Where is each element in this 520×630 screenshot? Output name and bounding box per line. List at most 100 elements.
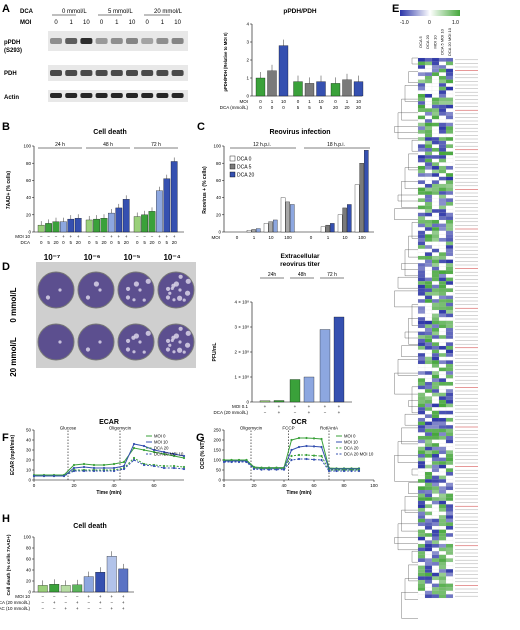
heatmap-cell bbox=[445, 583, 454, 588]
chart-g-y-tick-label: 250 bbox=[213, 428, 221, 433]
heatmap-cell bbox=[424, 248, 433, 253]
panel-e-heatmap: -1.0 0 1.0 DCA 5 DCA 20 MOI 10 DCA 5 MOI 10… bbox=[394, 10, 478, 619]
heatmap-cell bbox=[445, 435, 454, 440]
chart-b-bar bbox=[93, 218, 100, 233]
chart-f-point bbox=[82, 469, 86, 473]
chart-h-moi-sign: + bbox=[99, 594, 102, 599]
chart-g-point bbox=[297, 457, 301, 461]
chart-b-moi-sign: − bbox=[47, 234, 50, 239]
heatmap-cell bbox=[424, 309, 433, 314]
chart-f-annotation: Oligomycin bbox=[109, 426, 132, 431]
plate-well bbox=[157, 271, 195, 309]
heatmap-cell bbox=[438, 194, 447, 199]
heatmap-cell bbox=[445, 353, 454, 357]
heatmap-cell bbox=[445, 119, 454, 123]
heatmap-cell bbox=[431, 536, 440, 541]
heatmap-cell bbox=[417, 252, 426, 257]
heatmap-cell bbox=[417, 241, 426, 246]
heatmap-cell bbox=[431, 486, 440, 491]
chart-h-y-tick-label: 80 bbox=[26, 546, 32, 551]
heatmap-cell bbox=[424, 90, 433, 95]
chart-b-moi-sign: + bbox=[165, 234, 168, 239]
chart-h-row-label: NAC (10 mmol/L) bbox=[0, 606, 30, 611]
heatmap-cell bbox=[417, 396, 426, 401]
chart-c-legend-label: DCA 20 bbox=[237, 173, 254, 179]
chart-g-point bbox=[312, 445, 316, 448]
heatmap-cell bbox=[445, 165, 454, 170]
heatmap-cell bbox=[417, 443, 426, 447]
heatmap-cell bbox=[445, 443, 454, 447]
chart-b-dca-val: 5 bbox=[143, 240, 146, 245]
dca-group-label: 0 mmol/L bbox=[62, 9, 87, 15]
heatmap-cell bbox=[438, 212, 447, 217]
plaque-spot bbox=[172, 298, 176, 302]
heatmap-cell bbox=[431, 158, 440, 163]
heatmap-cell bbox=[417, 425, 426, 429]
heatmap-cell bbox=[424, 140, 433, 145]
band-actin bbox=[126, 93, 138, 98]
heatmap-cell bbox=[445, 198, 454, 203]
plaque-spot bbox=[125, 347, 131, 352]
heatmap-dendrogram bbox=[394, 57, 418, 619]
chart-f-y-tick-label: 30 bbox=[26, 448, 32, 453]
heatmap-cell bbox=[424, 583, 433, 588]
heatmap-cell bbox=[445, 313, 454, 318]
heatmap-cell bbox=[424, 169, 433, 174]
heatmap-cell bbox=[445, 273, 454, 278]
chart-b-dca-val: 20 bbox=[53, 240, 59, 245]
chart-g-point bbox=[320, 445, 323, 449]
heatmap-cell bbox=[431, 439, 440, 444]
chart-c2-dca-sign: + bbox=[278, 410, 281, 415]
heatmap-cell bbox=[438, 403, 447, 408]
heatmap-cell bbox=[424, 389, 433, 393]
panel-label-f: F bbox=[2, 432, 9, 444]
heatmap-cell bbox=[424, 86, 433, 91]
heatmap-cell bbox=[431, 464, 440, 469]
heatmap-cell bbox=[445, 201, 454, 206]
heatmap-cell bbox=[424, 317, 433, 321]
chart-c2-moi-sign: + bbox=[294, 404, 297, 409]
heatmap-cell bbox=[445, 425, 454, 429]
heatmap-cell bbox=[431, 187, 440, 192]
heatmap-cell bbox=[445, 342, 454, 347]
heatmap-cell bbox=[431, 194, 440, 199]
dendrogram-branch bbox=[408, 235, 418, 258]
dendrogram-branch bbox=[404, 167, 418, 189]
chart-a-y-tick-label: 1 bbox=[246, 76, 249, 81]
heatmap-cell bbox=[438, 234, 447, 239]
heatmap-cell bbox=[431, 425, 440, 429]
chart-f-point bbox=[162, 466, 166, 470]
heatmap-cell bbox=[438, 104, 447, 109]
heatmap-cell bbox=[431, 281, 440, 285]
heatmap-cell bbox=[438, 115, 447, 120]
heatmap-cell bbox=[431, 129, 440, 134]
heatmap-cell bbox=[438, 111, 447, 116]
heatmap-cell bbox=[424, 432, 433, 437]
dendrogram-branch bbox=[408, 482, 418, 494]
chart-b-y-tick-label: 80 bbox=[26, 161, 32, 166]
heatmap-cell bbox=[445, 590, 454, 595]
chart-c2-dca-sign: − bbox=[324, 410, 327, 415]
chart-f-point bbox=[162, 464, 166, 468]
chart-b-dca-val: 5 bbox=[95, 240, 98, 245]
heatmap-cell bbox=[431, 198, 440, 203]
heatmap-cell bbox=[445, 543, 454, 548]
band-actin bbox=[65, 93, 78, 98]
heatmap-cell bbox=[445, 158, 454, 163]
chart-c-legend-swatch bbox=[229, 171, 236, 178]
heatmap-cell bbox=[417, 104, 426, 109]
heatmap-cell bbox=[438, 558, 447, 563]
heatmap-cell bbox=[417, 299, 426, 303]
chart-h-bar bbox=[72, 584, 83, 593]
heatmap-cell bbox=[438, 461, 447, 465]
chart-g-point bbox=[290, 454, 293, 458]
heatmap-cell bbox=[417, 353, 426, 357]
heatmap-cell bbox=[424, 119, 433, 123]
chart-f-point bbox=[122, 467, 126, 471]
heatmap-cell bbox=[417, 198, 426, 203]
chart-f-point bbox=[172, 452, 176, 456]
heatmap-cell bbox=[445, 551, 454, 555]
heatmap-cell bbox=[438, 547, 447, 552]
heatmap-cell bbox=[424, 464, 433, 469]
band-actin bbox=[171, 93, 184, 98]
